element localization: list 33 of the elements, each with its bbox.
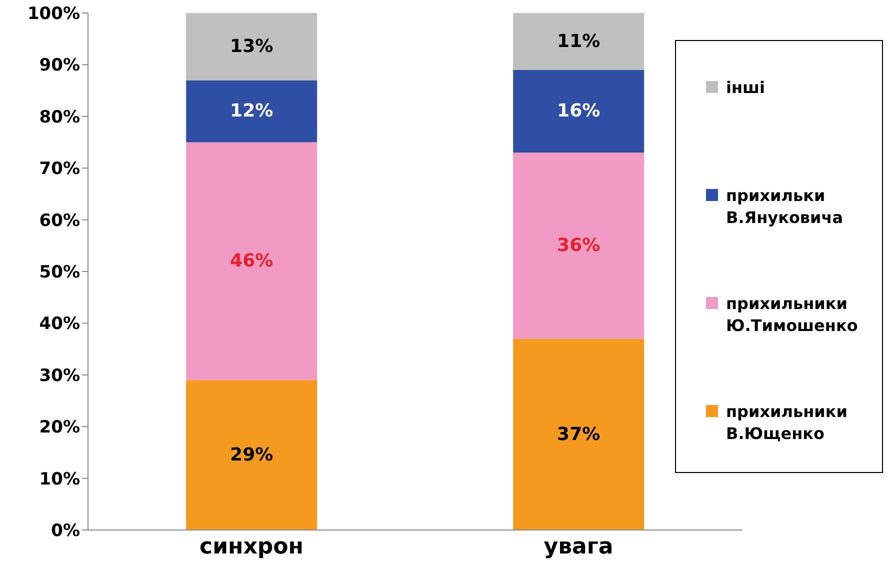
- legend-label: інші: [726, 77, 766, 99]
- bar: [186, 13, 318, 80]
- y-tick-label: 60%: [39, 210, 80, 231]
- y-tick-label: 30%: [39, 366, 80, 386]
- bar: [513, 70, 644, 153]
- legend-label: прихильки В.Януковича: [726, 185, 844, 229]
- x-tick-label: синхрон: [200, 534, 304, 560]
- y-tick-label: 20%: [39, 418, 80, 438]
- y-tick-label: 50%: [39, 262, 80, 283]
- legend-label: прихильники Ю.Тимошенко: [726, 293, 859, 337]
- bar: [186, 142, 318, 380]
- y-tick-label: 70%: [39, 159, 80, 180]
- data-label: 29%: [230, 444, 274, 466]
- bar: [513, 338, 644, 530]
- y-tick-label: 80%: [39, 107, 80, 128]
- y-tick-label: 10%: [39, 469, 80, 490]
- legend-label: прихильники В.Ющенко: [726, 401, 848, 445]
- data-label: 11%: [557, 30, 600, 52]
- data-label: 16%: [557, 100, 600, 122]
- data-label: 12%: [230, 100, 274, 122]
- data-label: 13%: [230, 36, 274, 58]
- y-tick-label: 100%: [27, 4, 80, 24]
- data-label: 37%: [557, 424, 600, 445]
- bar: [186, 380, 318, 530]
- x-tick-label: увага: [544, 534, 614, 560]
- bar: [513, 152, 644, 339]
- bar: [186, 80, 318, 142]
- y-tick-label: 40%: [39, 314, 80, 334]
- y-tick-label: 90%: [39, 56, 80, 76]
- bar: [513, 13, 644, 70]
- data-label: 36%: [557, 235, 600, 256]
- y-tick-label: 0%: [51, 521, 80, 542]
- data-label: 46%: [230, 250, 274, 272]
